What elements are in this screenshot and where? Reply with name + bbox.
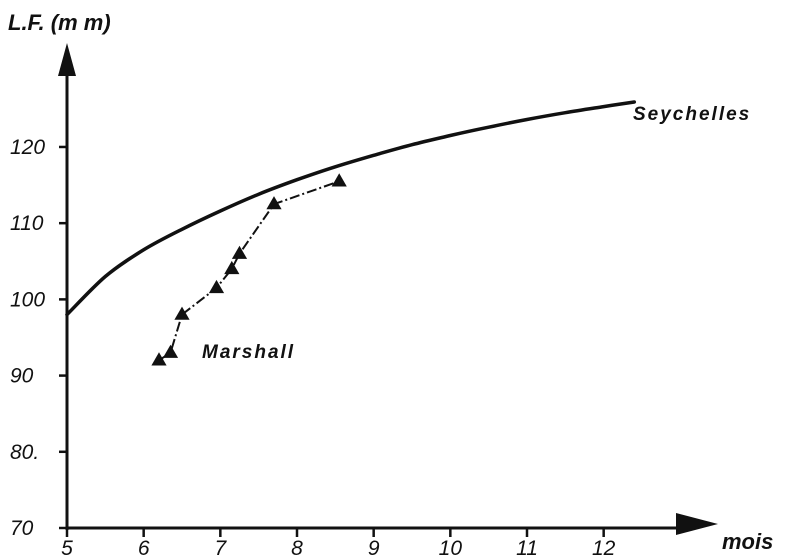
x-tick-label-11: 11 <box>516 537 538 558</box>
marshall-point-5 <box>231 245 248 259</box>
marshall-point-6 <box>266 196 282 210</box>
y-tick-label-90: 90 <box>10 365 34 388</box>
marshall-point-0 <box>151 352 167 366</box>
series-layer <box>65 100 637 366</box>
series-label-seychelles: Seychelles <box>633 104 751 125</box>
x-tick-label-6: 6 <box>138 537 150 558</box>
series-marshall-line <box>158 180 340 362</box>
y-ticks: 70 80. 90 100 110 120 <box>10 136 67 540</box>
x-tick-label-7: 7 <box>214 537 227 558</box>
y-tick-label-110: 110 <box>10 212 44 235</box>
x-axis-title: mois <box>722 529 773 554</box>
marshall-point-2 <box>174 306 190 320</box>
y-axis-title: L.F. (m m) <box>8 10 111 35</box>
x-tick-label-12: 12 <box>592 537 616 558</box>
series-seychelles-line <box>65 100 637 317</box>
y-tick-label-100: 100 <box>10 288 45 311</box>
x-tick-label-8: 8 <box>291 537 303 558</box>
axes <box>58 43 718 535</box>
y-axis-arrow <box>58 43 76 76</box>
y-tick-label-120: 120 <box>10 136 45 159</box>
x-tick-label-5: 5 <box>61 537 73 558</box>
x-tick-label-9: 9 <box>368 537 380 558</box>
marshall-point-4 <box>224 260 240 275</box>
marshall-point-3 <box>208 279 225 294</box>
x-axis-arrow <box>676 513 718 535</box>
y-tick-label-70: 70 <box>10 517 34 540</box>
x-ticks: 5 6 7 8 9 10 11 12 <box>61 528 616 558</box>
series-label-marshall: Marshall <box>202 342 295 363</box>
marshall-point-7 <box>331 173 347 187</box>
x-tick-label-10: 10 <box>439 537 463 558</box>
y-tick-label-80: 80. <box>10 441 39 464</box>
marshall-point-1 <box>162 344 179 358</box>
